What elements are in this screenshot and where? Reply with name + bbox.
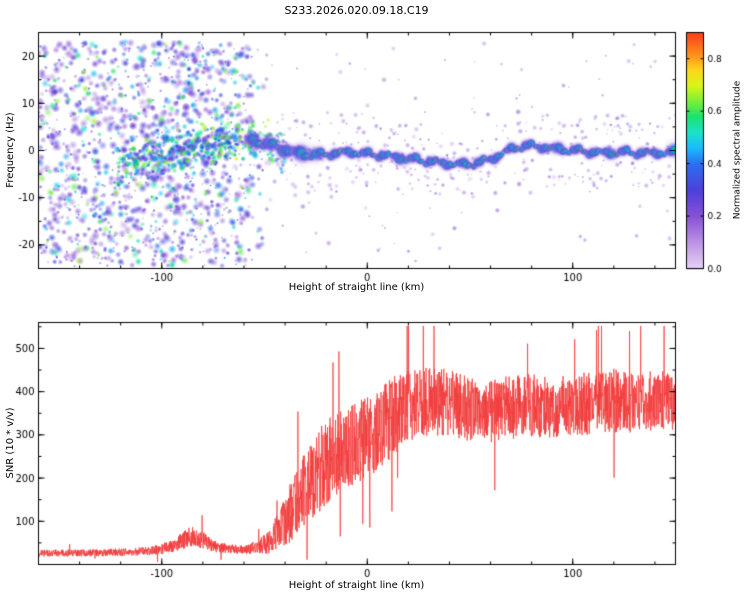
snr-x-axis-label: Height of straight line (km): [288, 580, 425, 591]
spectrogram-canvas: [0, 0, 750, 300]
spectrogram-y-axis-label: Frequency (Hz): [5, 112, 16, 188]
spectrogram-x-axis-label: Height of straight line (km): [288, 282, 425, 293]
snr-plot-canvas: [0, 300, 750, 600]
chart-title: S233.2026.020.09.18.C19: [284, 4, 429, 17]
colorbar-label: Normalized spectral amplitude: [732, 80, 743, 220]
snr-y-axis-label: SNR (10 * v/v): [5, 407, 16, 479]
